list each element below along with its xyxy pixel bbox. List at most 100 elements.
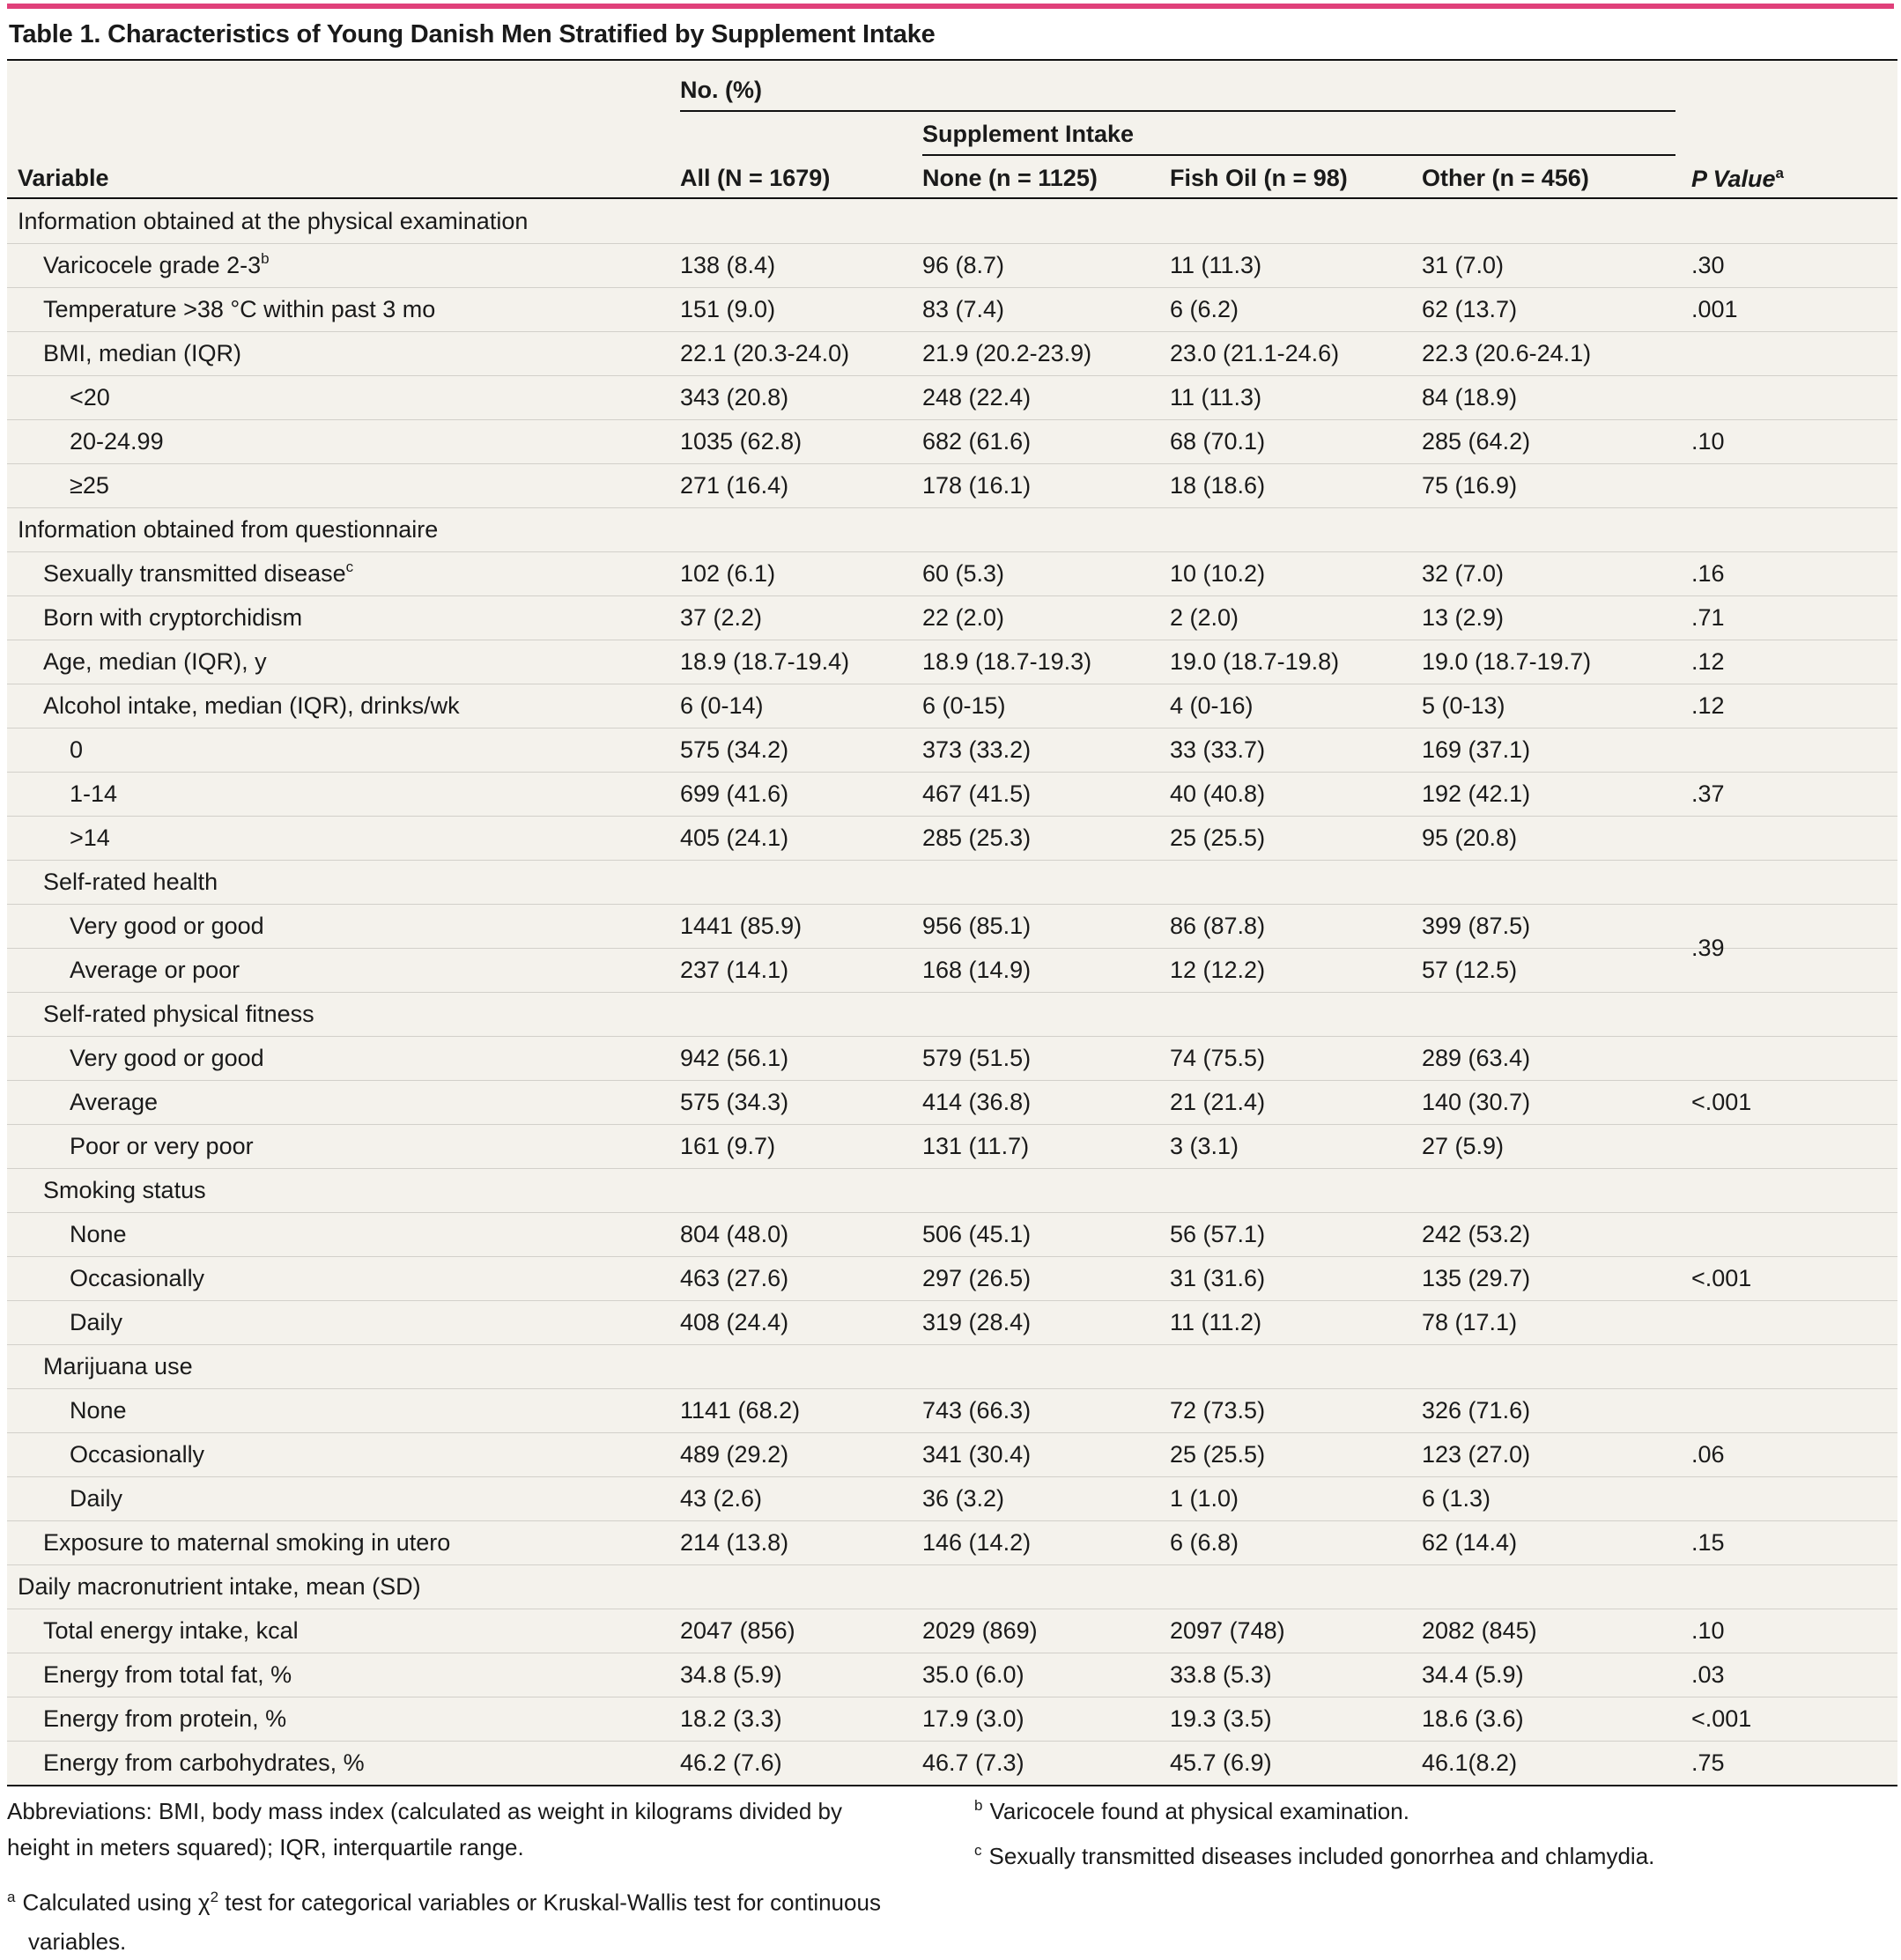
table-cell: 83 (7.4) bbox=[922, 296, 1005, 322]
row-label: Exposure to maternal smoking in utero bbox=[43, 1520, 450, 1564]
table-cell: 192 (42.1) bbox=[1422, 780, 1531, 807]
table-cell: 169 (37.1) bbox=[1422, 736, 1531, 763]
table-row: 20-24.99 1035 (62.8) 682 (61.6) 68 (70.1) 28… bbox=[7, 419, 1897, 464]
table-cell: 2047 (856) bbox=[680, 1617, 795, 1644]
table-cell: 78 (17.1) bbox=[1422, 1309, 1518, 1335]
table-cell: 22 (2.0) bbox=[922, 604, 1005, 631]
table-cell: 6 (1.3) bbox=[1422, 1485, 1491, 1512]
table-cell: 5 (0-13) bbox=[1422, 692, 1505, 719]
row-label-text: Information obtained at the physical exa… bbox=[18, 208, 529, 234]
p-value-cell: .12 bbox=[1691, 692, 1725, 719]
row-label-text: Born with cryptorchidism bbox=[43, 604, 303, 631]
table-cell: 18.2 (3.3) bbox=[680, 1705, 782, 1732]
table-cell: 11 (11.2) bbox=[1170, 1309, 1262, 1335]
table-cell: 408 (24.4) bbox=[680, 1309, 789, 1335]
row-label: <20 bbox=[70, 375, 110, 419]
row-label-text: Very good or good bbox=[70, 1045, 264, 1071]
row-label-text: Age, median (IQR), y bbox=[43, 648, 267, 675]
table-cell: 2 (2.0) bbox=[1170, 604, 1239, 631]
row-label: BMI, median (IQR) bbox=[43, 331, 241, 375]
table-cell: 6 (6.2) bbox=[1170, 296, 1239, 322]
table-cell: 35.0 (6.0) bbox=[922, 1661, 1024, 1688]
table-cell: 467 (41.5) bbox=[922, 780, 1032, 807]
row-label: Self-rated physical fitness bbox=[43, 992, 314, 1036]
table-row: <20 343 (20.8) 248 (22.4) 11 (11.3) 84 (18.9… bbox=[7, 375, 1897, 420]
table-cell: 699 (41.6) bbox=[680, 780, 789, 807]
table-cell: 297 (26.5) bbox=[922, 1265, 1032, 1291]
row-label-text: Very good or good bbox=[70, 913, 264, 939]
grouped-p-value: <.001 bbox=[1691, 1265, 1752, 1291]
table-row: Self-rated health bbox=[7, 860, 1897, 905]
table-row: Temperature >38 °C within past 3 mo 151 (… bbox=[7, 287, 1897, 332]
row-label: Marijuana use bbox=[43, 1344, 193, 1388]
table-cell: 37 (2.2) bbox=[680, 604, 763, 631]
header-other: Other (n = 456) bbox=[1422, 165, 1589, 191]
table-row: Total energy intake, kcal 2047 (856) 2029 … bbox=[7, 1609, 1897, 1653]
table-cell: 151 (9.0) bbox=[680, 296, 776, 322]
table-cell: 56 (57.1) bbox=[1170, 1221, 1266, 1247]
table-row: Age, median (IQR), y 18.9 (18.7-19.4) 18.9… bbox=[7, 640, 1897, 684]
footnote-a-exponent: 2 bbox=[210, 1889, 219, 1905]
footnote-c-text: Sexually transmitted diseases included g… bbox=[988, 1843, 1655, 1869]
table-row: Daily 43 (2.6) 36 (3.2) 1 (1.0) 6 (1.3) bbox=[7, 1476, 1897, 1521]
table-cell: 11 (11.3) bbox=[1170, 384, 1262, 410]
p-value-cell: .03 bbox=[1691, 1661, 1725, 1688]
table-row: Average 575 (34.3) 414 (36.8) 21 (21.4) 140 … bbox=[7, 1080, 1897, 1125]
p-value-cell: .75 bbox=[1691, 1749, 1725, 1776]
row-label: Energy from carbohydrates, % bbox=[43, 1741, 365, 1785]
row-label: Born with cryptorchidism bbox=[43, 595, 302, 640]
table-cell: 34.8 (5.9) bbox=[680, 1661, 782, 1688]
table-cell: 23.0 (21.1-24.6) bbox=[1170, 340, 1340, 366]
table-cell: 32 (7.0) bbox=[1422, 560, 1505, 587]
table-cell: 34.4 (5.9) bbox=[1422, 1661, 1524, 1688]
table-cell: 40 (40.8) bbox=[1170, 780, 1266, 807]
table-cell: 12 (12.2) bbox=[1170, 957, 1266, 983]
row-label: Temperature >38 °C within past 3 mo bbox=[43, 287, 435, 331]
row-label: Very good or good bbox=[70, 904, 264, 948]
table-cell: 18.6 (3.6) bbox=[1422, 1705, 1524, 1732]
row-label: ≥25 bbox=[70, 463, 109, 507]
table-cell: 36 (3.2) bbox=[922, 1485, 1005, 1512]
table-cell: 21 (21.4) bbox=[1170, 1089, 1266, 1115]
p-value-cell: .12 bbox=[1691, 648, 1725, 675]
table-cell: 956 (85.1) bbox=[922, 913, 1032, 939]
p-value-cell: .16 bbox=[1691, 560, 1725, 587]
table: No. (%) Supplement Intake Variable All (… bbox=[7, 59, 1897, 1786]
row-label-text: BMI, median (IQR) bbox=[43, 340, 242, 366]
table-cell: 2082 (845) bbox=[1422, 1617, 1537, 1644]
table-cell: 178 (16.1) bbox=[922, 472, 1032, 499]
table-row: 1-14 699 (41.6) 467 (41.5) 40 (40.8) 192 (42… bbox=[7, 772, 1897, 817]
footnote-abbrev-line2: height in meters squared); IQR, interqua… bbox=[7, 1834, 524, 1860]
table-cell: 46.2 (7.6) bbox=[680, 1749, 782, 1776]
table-row: Information obtained at the physical exa… bbox=[7, 199, 1897, 244]
table-row: Average or poor 237 (14.1) 168 (14.9) 12 (1… bbox=[7, 948, 1897, 993]
header-none: None (n = 1125) bbox=[922, 165, 1098, 191]
row-label: Daily bbox=[70, 1476, 122, 1520]
table-row: Sexually transmitted diseasec 102 (6.1) 60… bbox=[7, 551, 1897, 596]
table-row: None 804 (48.0) 506 (45.1) 56 (57.1) 242 (53… bbox=[7, 1212, 1897, 1257]
row-label: Sexually transmitted diseasec bbox=[43, 551, 353, 599]
table-row: Energy from total fat, % 34.8 (5.9) 35.0 (… bbox=[7, 1653, 1897, 1697]
table-row: Poor or very poor 161 (9.7) 131 (11.7) 3 (3… bbox=[7, 1124, 1897, 1169]
table-row: Occasionally 463 (27.6) 297 (26.5) 31 (31.6… bbox=[7, 1256, 1897, 1301]
p-value-cell: .30 bbox=[1691, 252, 1725, 278]
grouped-p-value: .10 bbox=[1691, 428, 1725, 455]
table-cell: 575 (34.3) bbox=[680, 1089, 789, 1115]
row-label-text: Self-rated physical fitness bbox=[43, 1001, 314, 1027]
p-value-cell: .10 bbox=[1691, 1617, 1725, 1644]
row-label: Varicocele grade 2-3b bbox=[43, 243, 270, 291]
table-cell: 10 (10.2) bbox=[1170, 560, 1266, 587]
row-label-text: Information obtained from questionnaire bbox=[18, 516, 439, 543]
footnote-a-text-pre: Calculated using χ bbox=[22, 1889, 211, 1916]
footnote-a-mark: a bbox=[7, 1888, 16, 1905]
table-cell: 463 (27.6) bbox=[680, 1265, 789, 1291]
row-label: None bbox=[70, 1388, 127, 1432]
row-label-text: Energy from protein, % bbox=[43, 1705, 287, 1732]
table-cell: 74 (75.5) bbox=[1170, 1045, 1266, 1071]
header-supplement-intake: Supplement Intake bbox=[922, 121, 1135, 147]
table-row: Information obtained from questionnaire bbox=[7, 507, 1897, 552]
table-cell: 168 (14.9) bbox=[922, 957, 1032, 983]
table-title: Table 1. Characteristics of Young Danish… bbox=[9, 20, 936, 48]
table-cell: 62 (14.4) bbox=[1422, 1529, 1518, 1556]
table-cell: 2097 (748) bbox=[1170, 1617, 1285, 1644]
